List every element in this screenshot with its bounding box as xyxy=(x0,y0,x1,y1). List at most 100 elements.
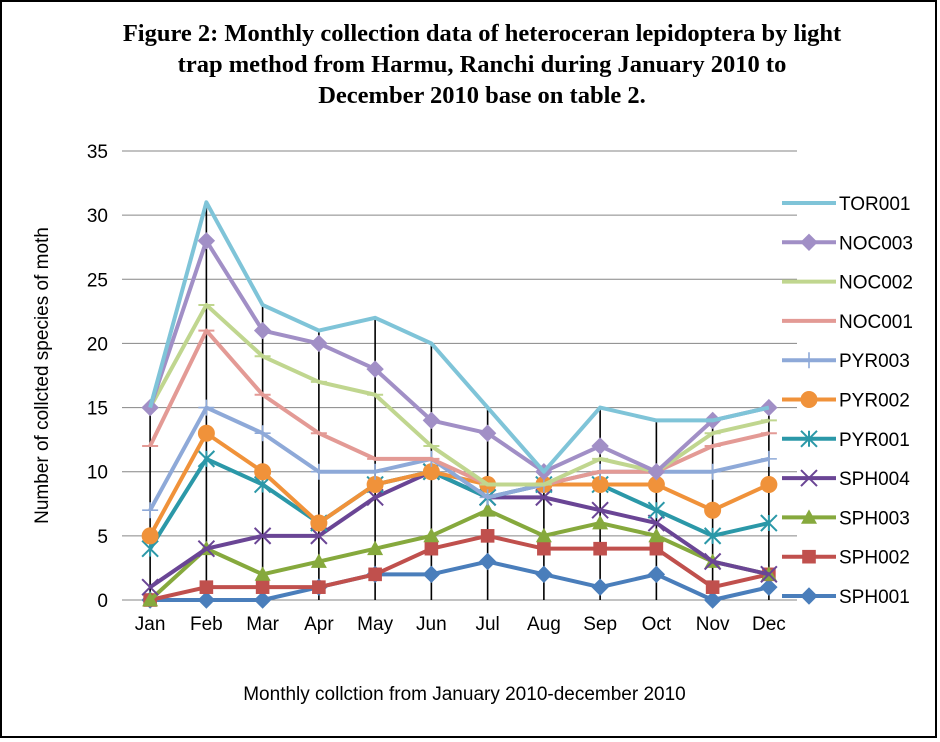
data-point-noc003 xyxy=(591,437,609,455)
legend-marker xyxy=(800,587,818,605)
y-tick-labels: 0 5 10 15 20 25 30 35 xyxy=(87,142,108,612)
x-tick-label: Feb xyxy=(190,614,223,635)
y-axis-title: Number of collcted species of moth xyxy=(32,227,53,524)
data-point-sph001 xyxy=(647,565,666,584)
series-line-sph002 xyxy=(149,533,770,602)
legend-item-pyr003: PYR003 xyxy=(782,351,910,372)
data-point-sph003 xyxy=(592,515,609,530)
legend-label: SPH003 xyxy=(839,508,910,529)
x-tick-labels: Jan Feb Mar Apr May Jun Jul Aug Sep Oct Nov Dec xyxy=(135,614,786,635)
legend-marker xyxy=(800,233,818,252)
data-point-sph002 xyxy=(199,580,214,594)
legend: TOR001 NOC003 NOC002 NOC001 PYR003 PYR002 PYR0… xyxy=(782,194,913,608)
x-tick-label: Sep xyxy=(583,614,617,635)
data-point-sph001 xyxy=(197,591,216,609)
legend-label: SPH001 xyxy=(839,587,910,608)
legend-item-sph002: SPH002 xyxy=(782,548,910,569)
data-point-sph004 xyxy=(366,488,384,507)
data-point-sph004 xyxy=(141,578,159,596)
data-point-sph003 xyxy=(367,540,384,556)
legend-label: PYR003 xyxy=(839,351,910,372)
y-tick-label: 5 xyxy=(97,527,108,548)
data-point-noc003 xyxy=(647,463,666,481)
legend-label: NOC002 xyxy=(839,273,913,294)
x-tick-label: Jul xyxy=(475,614,499,635)
data-point-sph004 xyxy=(760,565,778,584)
data-point-pyr001 xyxy=(197,450,216,468)
data-point-sph002 xyxy=(649,541,664,556)
x-tick-label: May xyxy=(357,614,393,635)
series-line-noc003 xyxy=(148,238,770,474)
y-tick-label: 30 xyxy=(87,206,108,227)
data-point-sph003 xyxy=(310,553,327,568)
series-sph003 xyxy=(142,502,777,607)
data-point-sph002 xyxy=(593,541,607,556)
data-point-noc003 xyxy=(422,411,441,430)
data-point-pyr002 xyxy=(197,424,215,442)
data-point-sph001 xyxy=(253,591,272,609)
data-point-sph004 xyxy=(647,514,666,532)
data-point-sph004 xyxy=(703,552,722,571)
data-point-noc003 xyxy=(253,321,272,340)
series-line-pyr003 xyxy=(148,405,770,512)
data-point-sph002 xyxy=(424,541,439,556)
data-point-sph004 xyxy=(310,527,328,545)
data-point-sph003 xyxy=(254,566,271,581)
data-point-sph002 xyxy=(480,529,495,543)
data-point-sph002 xyxy=(705,580,720,594)
legend-item-noc003: NOC003 xyxy=(782,233,913,254)
legend-item-pyr001: PYR001 xyxy=(782,430,910,451)
legend-item-noc001: NOC001 xyxy=(782,312,913,333)
y-tick-label: 0 xyxy=(97,591,108,612)
legend-item-sph001: SPH001 xyxy=(782,587,910,608)
data-point-pyr003 xyxy=(704,463,721,480)
chart-title: Figure 2: Monthly collection data of het… xyxy=(122,20,842,109)
legend-label: TOR001 xyxy=(839,194,910,215)
series-line-sph001 xyxy=(150,559,770,602)
data-point-sph003 xyxy=(535,527,552,543)
legend-marker xyxy=(800,469,818,487)
data-point-sph003 xyxy=(142,592,159,607)
data-point-pyr003 xyxy=(760,450,777,467)
y-tick-label: 10 xyxy=(87,463,108,484)
y-tick-label: 25 xyxy=(87,270,108,291)
data-point-noc003 xyxy=(310,334,328,353)
x-tick-label: Apr xyxy=(304,614,334,635)
data-point-pyr003 xyxy=(198,399,215,416)
data-point-pyr002 xyxy=(704,501,722,519)
data-point-sph001 xyxy=(760,578,778,596)
data-point-pyr002 xyxy=(760,476,778,494)
data-point-noc003 xyxy=(366,360,384,378)
data-point-sph003 xyxy=(423,527,440,543)
series-tor001 xyxy=(148,200,770,474)
legend-marker xyxy=(800,391,818,408)
data-point-pyr003 xyxy=(479,489,496,506)
legend-item-tor001: TOR001 xyxy=(782,194,910,215)
data-point-sph002 xyxy=(312,580,326,594)
data-point-sph002 xyxy=(368,567,382,582)
series-group xyxy=(141,200,778,609)
legend-marker xyxy=(801,509,817,524)
data-point-sph001 xyxy=(478,552,497,571)
x-tick-label: Oct xyxy=(642,614,672,635)
data-point-sph002 xyxy=(537,541,551,556)
data-point-sph002 xyxy=(255,580,270,594)
data-point-pyr001 xyxy=(703,527,722,545)
data-point-pyr002 xyxy=(254,463,272,481)
series-noc003 xyxy=(141,232,778,481)
data-point-sph001 xyxy=(422,565,441,584)
legend-item-sph004: SPH004 xyxy=(782,469,910,490)
series-noc002 xyxy=(142,302,777,487)
data-point-sph003 xyxy=(479,502,496,517)
series-line-pyr001 xyxy=(148,456,770,550)
x-tick-label: Dec xyxy=(752,614,786,635)
x-tick-label: Jan xyxy=(135,614,166,635)
x-axis-title: Monthly collction from January 2010-dece… xyxy=(243,684,686,705)
x-tick-label: Nov xyxy=(696,614,730,635)
data-point-pyr001 xyxy=(760,514,778,532)
data-point-pyr002 xyxy=(141,527,159,545)
data-point-noc003 xyxy=(760,398,778,417)
data-point-sph001 xyxy=(535,565,553,584)
